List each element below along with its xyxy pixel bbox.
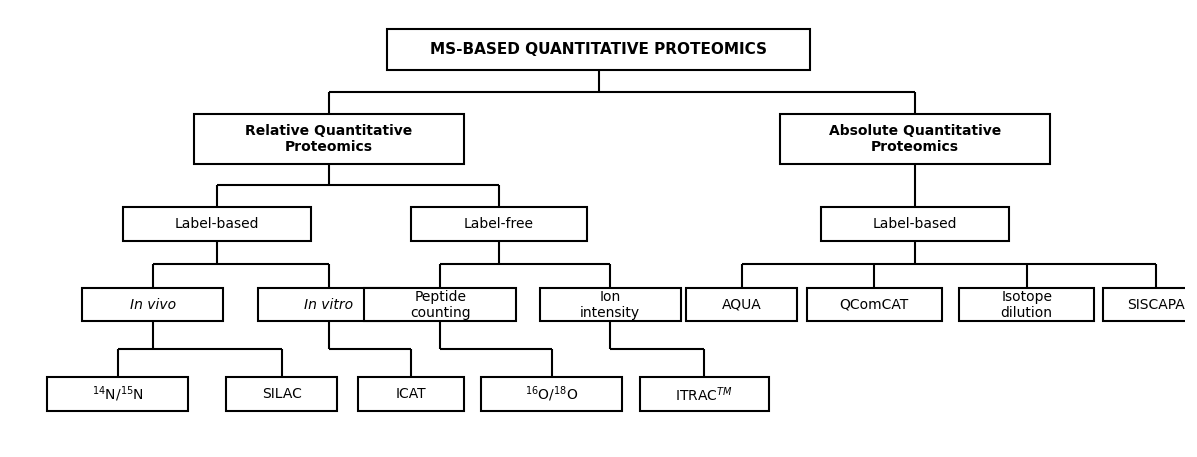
FancyBboxPatch shape [540, 288, 681, 321]
FancyBboxPatch shape [83, 288, 223, 321]
FancyBboxPatch shape [259, 288, 399, 321]
Text: $^{16}$O/$^{18}$O: $^{16}$O/$^{18}$O [524, 384, 578, 404]
Text: Label-free: Label-free [463, 217, 534, 231]
FancyBboxPatch shape [358, 377, 463, 411]
Text: AQUA: AQUA [722, 298, 761, 312]
FancyBboxPatch shape [194, 114, 463, 164]
Text: SISCAPA: SISCAPA [1126, 298, 1185, 312]
Text: Peptide
counting: Peptide counting [409, 290, 470, 320]
FancyBboxPatch shape [411, 207, 587, 241]
FancyBboxPatch shape [481, 377, 622, 411]
FancyBboxPatch shape [47, 377, 188, 411]
FancyBboxPatch shape [364, 288, 516, 321]
FancyBboxPatch shape [226, 377, 338, 411]
Text: Label-based: Label-based [873, 217, 958, 231]
Text: QComCAT: QComCAT [839, 298, 909, 312]
FancyBboxPatch shape [686, 288, 797, 321]
Text: Absolute Quantitative
Proteomics: Absolute Quantitative Proteomics [830, 124, 1002, 154]
Text: Ion
intensity: Ion intensity [581, 290, 640, 320]
FancyBboxPatch shape [639, 377, 768, 411]
Text: Label-based: Label-based [175, 217, 260, 231]
Text: Isotope
dilution: Isotope dilution [1001, 290, 1052, 320]
FancyBboxPatch shape [388, 29, 809, 69]
FancyBboxPatch shape [780, 114, 1050, 164]
Text: MS-BASED QUANTITATIVE PROTEOMICS: MS-BASED QUANTITATIVE PROTEOMICS [430, 42, 767, 57]
FancyBboxPatch shape [821, 207, 1009, 241]
FancyBboxPatch shape [123, 207, 311, 241]
FancyBboxPatch shape [1102, 288, 1197, 321]
Text: In vivo: In vivo [129, 298, 176, 312]
Text: In vitro: In vitro [304, 298, 353, 312]
Text: $^{14}$N/$^{15}$N: $^{14}$N/$^{15}$N [92, 384, 144, 404]
Text: ICAT: ICAT [395, 387, 426, 401]
Text: SILAC: SILAC [262, 387, 302, 401]
FancyBboxPatch shape [959, 288, 1094, 321]
FancyBboxPatch shape [807, 288, 942, 321]
Text: ITRAC$^{TM}$: ITRAC$^{TM}$ [675, 385, 733, 404]
Text: Relative Quantitative
Proteomics: Relative Quantitative Proteomics [245, 124, 412, 154]
